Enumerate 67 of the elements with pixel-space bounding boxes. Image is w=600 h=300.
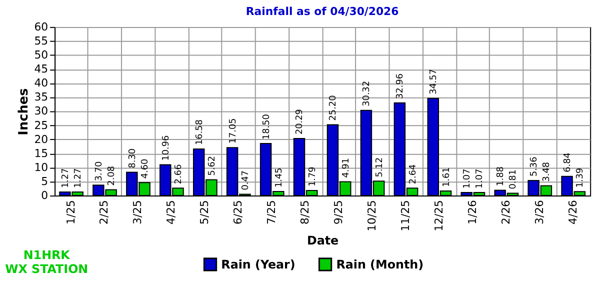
x-tick-label: 5/25 [198,200,212,224]
data-label: 18.50 [262,114,272,140]
x-tick-label: 4/26 [566,200,580,224]
data-label: 30.32 [362,80,372,106]
data-label: 3.48 [542,162,552,182]
data-label: 34.57 [429,68,440,94]
y-axis-title: Inches [16,88,32,136]
x-tick-label: 6/25 [232,200,245,224]
y-tick-label: 30 [34,104,48,118]
data-label: 1.61 [442,167,452,188]
x-tick-label: 11/25 [398,200,412,232]
x-axis-title: Date [306,233,339,248]
y-tick-label: 35 [34,90,48,104]
data-label: 5.36 [530,156,540,177]
chart-title: Rainfall as of 04/30/2026 [246,5,399,18]
data-label: 0.47 [240,170,251,190]
data-label: 1.27 [60,168,71,188]
data-label: 5.62 [207,156,218,176]
y-tick-label: 5 [41,174,48,188]
data-label: 0.81 [508,169,519,190]
data-label: 1.39 [576,168,586,188]
x-tick-label: 8/25 [298,200,312,224]
y-tick-label: 45 [34,62,48,76]
data-label: 25.20 [328,94,339,121]
y-tick-label: 40 [34,76,48,90]
x-tick-label: 1/26 [466,200,479,224]
data-label: 6.84 [563,152,574,172]
y-tick-label: 0 [41,189,48,202]
data-label: 16.58 [194,119,205,145]
y-tick-label: 55 [34,34,48,48]
x-tick-label: 12/25 [432,200,446,232]
data-label: 2.66 [174,164,184,184]
data-label: 4.60 [140,158,151,179]
text: N1HRK WX STATION [5,248,88,276]
data-label: 2.08 [107,166,118,186]
x-tick-label: 9/25 [332,200,346,224]
data-label: 20.29 [295,108,306,135]
legend-label: Rain (Month) [336,257,424,272]
x-tick-label: 7/25 [265,200,278,224]
data-label: 1.07 [475,168,486,189]
legend-label: Rain (Year) [221,257,296,272]
x-tick-label: 1/25 [64,200,78,224]
x-tick-label: 3/26 [532,200,546,224]
data-label: 1.07 [462,168,473,189]
data-label: 32.96 [396,73,406,99]
data-label: 3.70 [94,161,104,182]
y-tick-label: 60 [34,20,48,34]
y-tick-label: 25 [34,118,48,132]
data-label: 4.91 [341,158,352,178]
x-tick-label: 2/26 [499,200,512,224]
data-label: 8.30 [128,148,138,168]
data-label: 1.79 [308,166,318,187]
data-label: 1.27 [74,168,84,188]
y-tick-label: 15 [34,146,48,160]
data-label: 2.64 [408,164,418,184]
data-label: 5.12 [374,157,385,178]
data-label: 1.88 [496,166,506,186]
data-label: 17.05 [228,118,238,144]
y-tick-label: 20 [34,132,48,146]
data-label: 10.96 [161,134,172,161]
y-tick-label: 10 [34,160,48,174]
x-tick-label: 4/25 [164,200,178,224]
y-tick-label: 50 [34,48,48,62]
x-tick-label: 10/25 [365,200,378,232]
data-label: 1.45 [274,168,284,188]
x-tick-label: 2/25 [98,200,111,224]
x-tick-label: 3/25 [131,200,144,224]
